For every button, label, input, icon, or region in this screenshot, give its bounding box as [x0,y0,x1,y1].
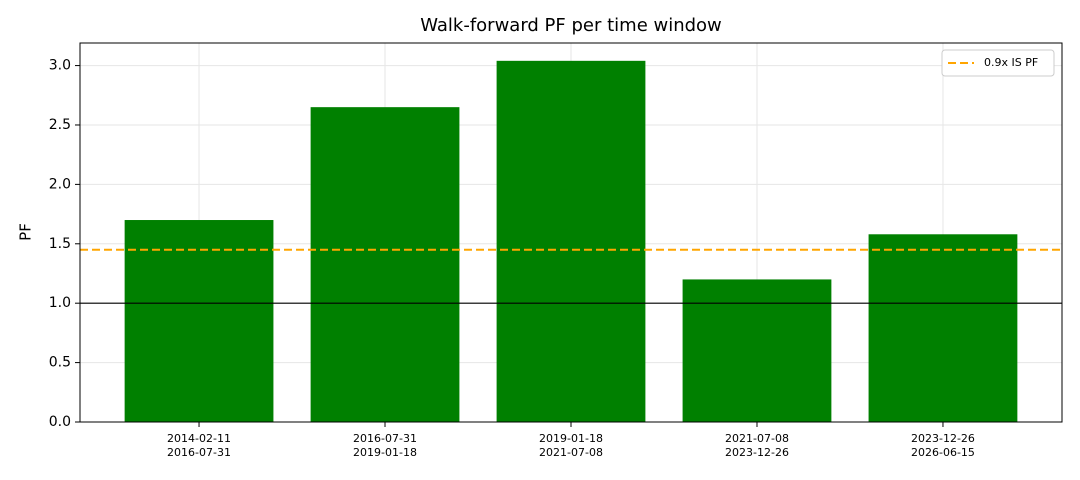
y-tick-label: 2.5 [49,117,71,133]
x-tick-label: 2019-01-18 [353,446,417,459]
bar [496,60,646,422]
chart-title: Walk-forward PF per time window [420,15,722,36]
x-tick-label: 2023-12-26 [911,432,975,445]
y-tick-label: 0.5 [49,355,71,371]
x-tick-label: 2021-07-08 [539,446,603,459]
bar [868,234,1018,422]
x-tick-label: 2023-12-26 [725,446,789,459]
y-tick-label: 0.0 [49,414,71,430]
legend-label: 0.9x IS PF [984,56,1038,69]
y-tick-label: 3.0 [49,58,71,74]
x-tick-label: 2026-06-15 [911,446,975,459]
legend-box [941,49,1055,77]
x-tick-label: 2016-07-31 [353,432,417,445]
y-tick-label: 1.5 [49,236,71,252]
y-tick-label: 2.0 [49,176,71,192]
bar [682,279,832,422]
x-tick-label: 2019-01-18 [539,432,603,445]
y-tick-label: 1.0 [49,295,71,311]
x-tick-label: 2021-07-08 [725,432,789,445]
bar [310,107,460,422]
x-tick-label: 2016-07-31 [167,446,231,459]
x-tick-label: 2014-02-11 [167,432,231,445]
bar [124,220,274,422]
y-axis-label: PF [17,223,35,241]
plot-frame [79,42,1063,423]
